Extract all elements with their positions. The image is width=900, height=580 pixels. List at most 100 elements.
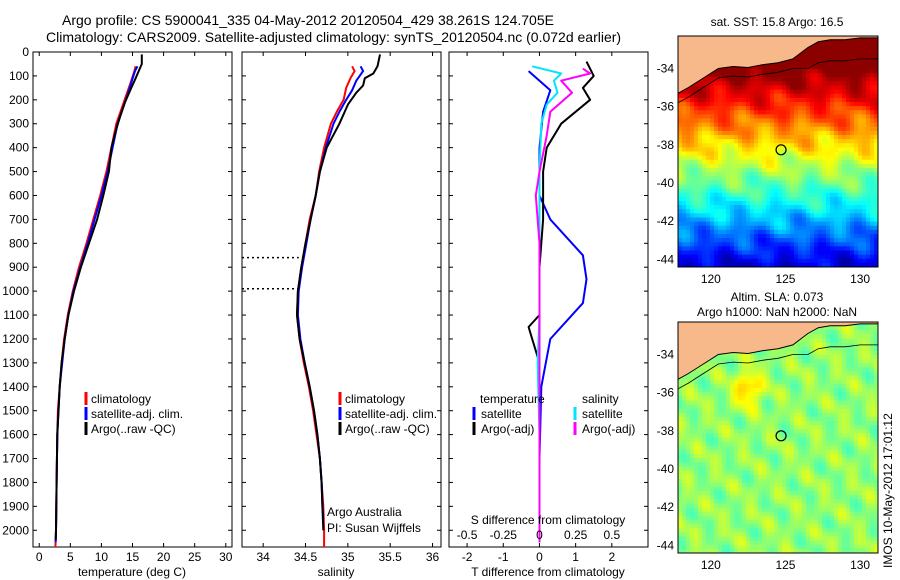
- map-cell: [842, 355, 847, 360]
- map-cell: [850, 363, 855, 368]
- map-cell: [814, 147, 819, 152]
- map-cell: [830, 192, 835, 198]
- map-cell: [770, 262, 775, 267]
- map-cell: [758, 242, 763, 247]
- map-cell: [818, 250, 823, 256]
- map-cell: [706, 416, 711, 422]
- map-cell: [702, 242, 707, 247]
- map-cell: [818, 383, 823, 389]
- map-cell: [678, 396, 683, 401]
- map-cell: [874, 180, 878, 185]
- map-cell: [786, 172, 791, 177]
- map-cell: [698, 217, 703, 223]
- map-cell: [834, 102, 839, 107]
- map-cell: [718, 400, 723, 405]
- map-cell: [726, 445, 731, 451]
- map-cell: [846, 196, 851, 202]
- map-cell: [806, 48, 811, 53]
- map-cell: [822, 40, 827, 45]
- map-cell: [834, 437, 839, 443]
- map-cell: [814, 122, 819, 128]
- map-cell: [678, 445, 683, 451]
- map-cell: [782, 180, 787, 185]
- map-cell: [830, 159, 835, 165]
- map-cell: [862, 81, 867, 86]
- map-cell: [718, 85, 723, 91]
- map-cell: [814, 159, 819, 165]
- map-cell: [814, 89, 819, 95]
- map-cell: [686, 437, 691, 443]
- map-cell: [874, 106, 878, 111]
- map-cell: [690, 130, 695, 136]
- map-cell: [842, 383, 847, 389]
- x-tick-label: 36: [426, 550, 440, 564]
- map-cell: [678, 388, 683, 393]
- map-cell: [702, 458, 707, 463]
- map-cell: [834, 180, 839, 185]
- map-cell: [706, 229, 711, 235]
- map-cell: [758, 388, 763, 393]
- map-cell: [758, 130, 763, 136]
- map-cell: [750, 359, 755, 364]
- map-cell: [790, 85, 795, 91]
- map-cell: [826, 81, 831, 86]
- map-cell: [678, 97, 683, 103]
- map-cell: [694, 466, 699, 471]
- map-cell: [782, 254, 787, 260]
- map-cell: [866, 114, 871, 119]
- map-cell: [790, 421, 795, 426]
- map-cell: [738, 454, 743, 459]
- map-cell: [734, 184, 739, 190]
- map-cell: [722, 388, 727, 393]
- map-cell: [838, 262, 843, 267]
- map-cell: [758, 416, 763, 422]
- map-cell: [714, 392, 719, 397]
- map-cell: [742, 474, 747, 480]
- map-cell: [718, 163, 723, 169]
- map-cell: [750, 180, 755, 185]
- map-cell: [782, 69, 787, 74]
- map-cell: [682, 97, 687, 103]
- y-tick-label: 800: [9, 236, 29, 250]
- map-cell: [714, 412, 719, 418]
- map-cell: [762, 110, 767, 115]
- map-cell: [782, 205, 787, 210]
- map-cell: [786, 408, 791, 414]
- map-cell: [802, 437, 807, 443]
- map-cell: [866, 225, 871, 231]
- map-cell: [850, 326, 855, 331]
- map-cell: [754, 404, 759, 410]
- map-cell: [790, 437, 795, 443]
- map-cell: [846, 188, 851, 194]
- map-cell: [834, 143, 839, 148]
- map-cell: [858, 470, 863, 476]
- map-cell: [782, 176, 787, 181]
- map-cell: [730, 122, 735, 128]
- map-cell: [706, 454, 711, 459]
- map-cell: [874, 383, 878, 389]
- map-cell: [850, 234, 855, 239]
- map-cell: [870, 404, 875, 410]
- map-cell: [738, 114, 743, 119]
- map-cell: [734, 449, 739, 455]
- map-cell: [722, 192, 727, 198]
- map-cell: [806, 334, 811, 339]
- map-cell: [854, 334, 859, 339]
- map-cell: [846, 225, 851, 231]
- map-cell: [678, 172, 683, 177]
- map-cell: [826, 371, 831, 377]
- y-tick-label: 1700: [2, 452, 29, 466]
- map-cell: [866, 184, 871, 190]
- map-cell: [870, 449, 875, 455]
- map-cell: [874, 229, 878, 235]
- map-cell: [854, 180, 859, 185]
- map-cell: [790, 400, 795, 405]
- map-cell: [794, 192, 799, 198]
- map-cell: [806, 454, 811, 459]
- map-cell: [742, 122, 747, 128]
- map-cell: [698, 196, 703, 202]
- map-cell: [786, 85, 791, 91]
- map-cell: [826, 238, 831, 243]
- map-cell: [758, 143, 763, 148]
- map-cell: [758, 404, 763, 410]
